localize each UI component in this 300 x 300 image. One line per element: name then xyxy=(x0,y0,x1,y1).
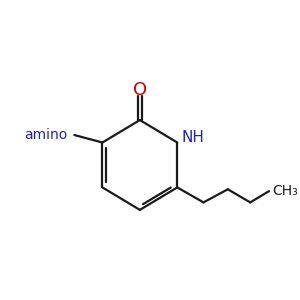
Text: amino: amino xyxy=(25,128,68,142)
Text: CH₃: CH₃ xyxy=(272,184,298,198)
Text: NH: NH xyxy=(182,130,205,145)
Text: O: O xyxy=(133,81,147,99)
